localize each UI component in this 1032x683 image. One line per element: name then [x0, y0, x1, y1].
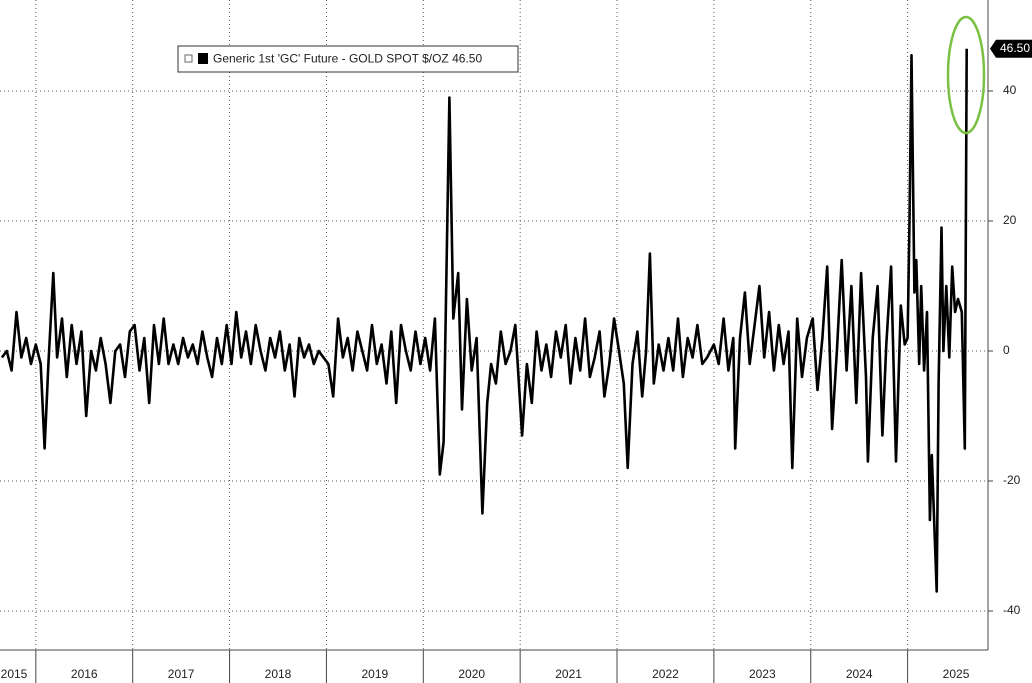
legend-expand-icon	[184, 54, 193, 63]
legend: Generic 1st 'GC' Future - GOLD SPOT $/OZ…	[177, 45, 519, 73]
last-value-label: 46.50	[1000, 41, 1030, 55]
x-tick-label: 2019	[362, 667, 389, 681]
grid	[0, 0, 988, 650]
x-tick-label: 2021	[555, 667, 582, 681]
series-line	[0, 48, 968, 593]
plot	[0, 48, 968, 593]
legend-label: Generic 1st 'GC' Future - GOLD SPOT $/OZ…	[213, 52, 482, 66]
x-tick-label: 2017	[168, 667, 195, 681]
x-tick-label: 2025	[943, 667, 970, 681]
legend-box	[177, 45, 519, 73]
y-tick-label: 20	[1003, 213, 1017, 227]
x-tick-label: 2024	[846, 667, 873, 681]
y-tick-label: 40	[1003, 83, 1017, 97]
x-tick-label: 2020	[458, 667, 485, 681]
y-tick-label: -40	[1003, 603, 1021, 617]
highlight-ellipse	[946, 15, 986, 135]
x-tick-label: 2023	[749, 667, 776, 681]
y-tick-label: -20	[1003, 473, 1021, 487]
y-tick-label: 0	[1003, 343, 1010, 357]
legend-swatch	[198, 53, 208, 64]
last-value-tag	[990, 39, 1032, 58]
x-tick-label: 2018	[265, 667, 292, 681]
x-tick-label: 2022	[652, 667, 679, 681]
x-tick-label: 2015	[1, 667, 28, 681]
x-tick-label: 2016	[71, 667, 98, 681]
